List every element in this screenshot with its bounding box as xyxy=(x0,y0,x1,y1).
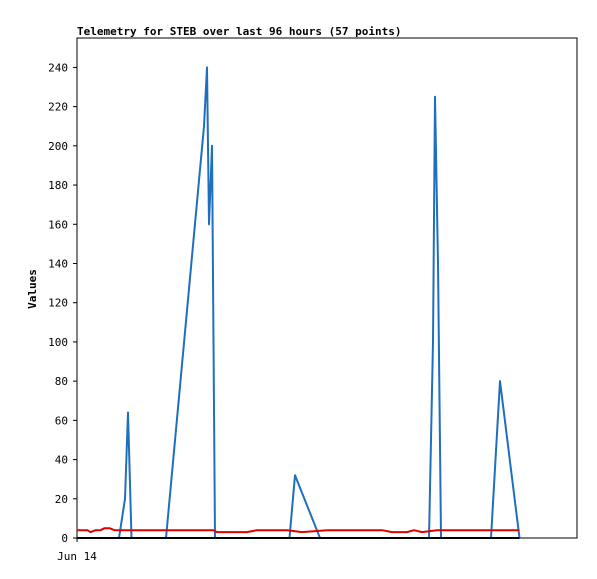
x-tick-label: Jun 14 xyxy=(57,550,97,563)
y-axis-label: Values xyxy=(26,269,39,309)
y-tick-label: 140 xyxy=(48,257,68,270)
y-tick-label: 100 xyxy=(48,336,68,349)
y-tick-label: 160 xyxy=(48,218,68,231)
y-tick-label: 20 xyxy=(55,493,68,506)
y-tick-label: 120 xyxy=(48,297,68,310)
y-tick-label: 200 xyxy=(48,140,68,153)
chart-title: Telemetry for STEB over last 96 hours (5… xyxy=(77,25,402,38)
series-line-1 xyxy=(118,66,521,539)
y-tick-label: 60 xyxy=(55,414,68,427)
plot-frame xyxy=(76,37,578,539)
series-line-2 xyxy=(77,527,520,534)
y-tick-label: 180 xyxy=(48,179,68,192)
y-axis-ticks: 0 20 40 60 80 100 120 140 160 180 200 220 240 xyxy=(48,61,77,545)
y-tick-label: 40 xyxy=(55,454,68,467)
y-tick-label: 80 xyxy=(55,375,68,388)
series-group xyxy=(77,66,521,539)
y-tick-label: 240 xyxy=(48,61,68,74)
y-tick-label: 0 xyxy=(61,532,68,545)
y-tick-label: 220 xyxy=(48,101,68,114)
